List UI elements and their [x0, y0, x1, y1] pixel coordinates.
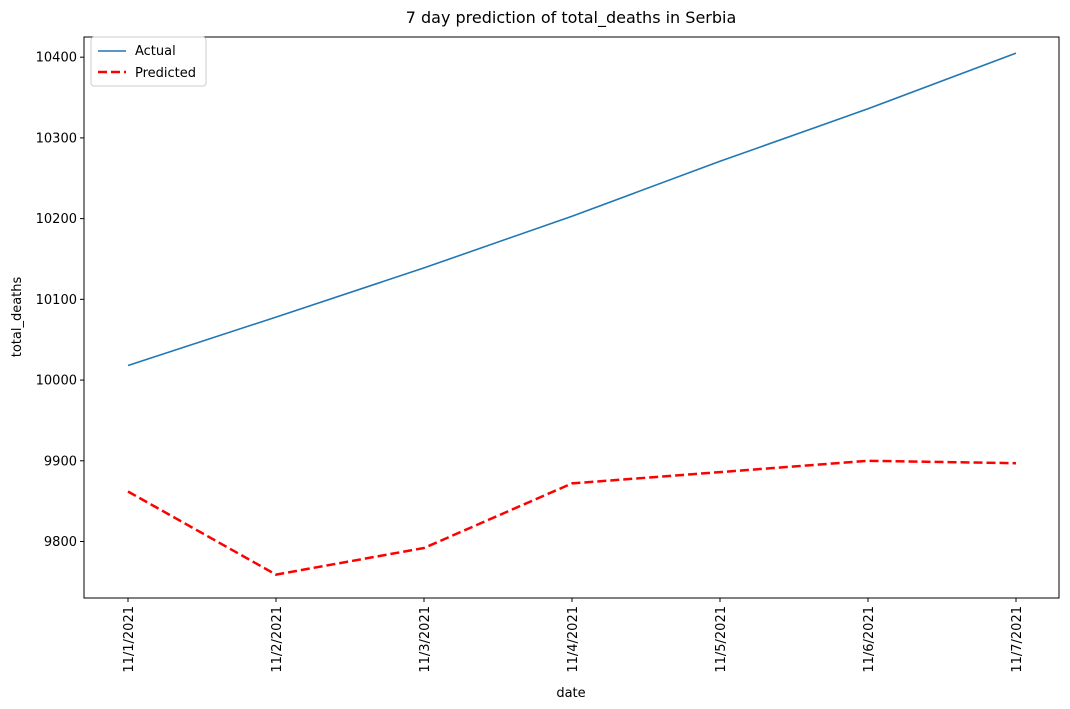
- legend-box: [90, 36, 207, 87]
- chart-title: 7 day prediction of total_deaths in Serb…: [406, 8, 737, 28]
- y-tick-label: 10200: [36, 212, 77, 227]
- series-layer: [127, 52, 1017, 576]
- legend: Actual Predicted: [90, 36, 207, 87]
- legend-label-actual: Actual: [135, 44, 176, 59]
- y-axis: 9800 9900 10000 10100 10200 10300 10400: [36, 51, 84, 550]
- x-tick-label: 11/1/2021: [122, 606, 137, 673]
- y-tick-label: 9800: [44, 535, 77, 550]
- y-tick-label: 10400: [36, 51, 77, 66]
- y-tick-label: 10300: [36, 131, 77, 146]
- plot-area: [83, 36, 1060, 599]
- legend-label-predicted: Predicted: [135, 66, 196, 81]
- y-axis-title: total_deaths: [10, 277, 25, 358]
- x-tick-label: 11/4/2021: [566, 606, 581, 673]
- x-tick-label: 11/3/2021: [418, 606, 433, 673]
- x-tick-label: 11/2/2021: [270, 606, 285, 673]
- x-axis: 11/1/2021 11/2/2021 11/3/2021 11/4/2021 11/5…: [122, 598, 1025, 673]
- y-tick-label: 10100: [36, 293, 77, 308]
- x-axis-title: date: [556, 686, 585, 701]
- x-tick-label: 11/7/2021: [1010, 606, 1025, 673]
- y-tick-label: 9900: [44, 454, 77, 469]
- series-line-predicted: [127, 459, 1017, 576]
- y-tick-label: 10000: [36, 374, 77, 389]
- x-tick-label: 11/5/2021: [714, 606, 729, 673]
- x-tick-label: 11/6/2021: [862, 606, 877, 673]
- series-line-actual: [127, 52, 1017, 367]
